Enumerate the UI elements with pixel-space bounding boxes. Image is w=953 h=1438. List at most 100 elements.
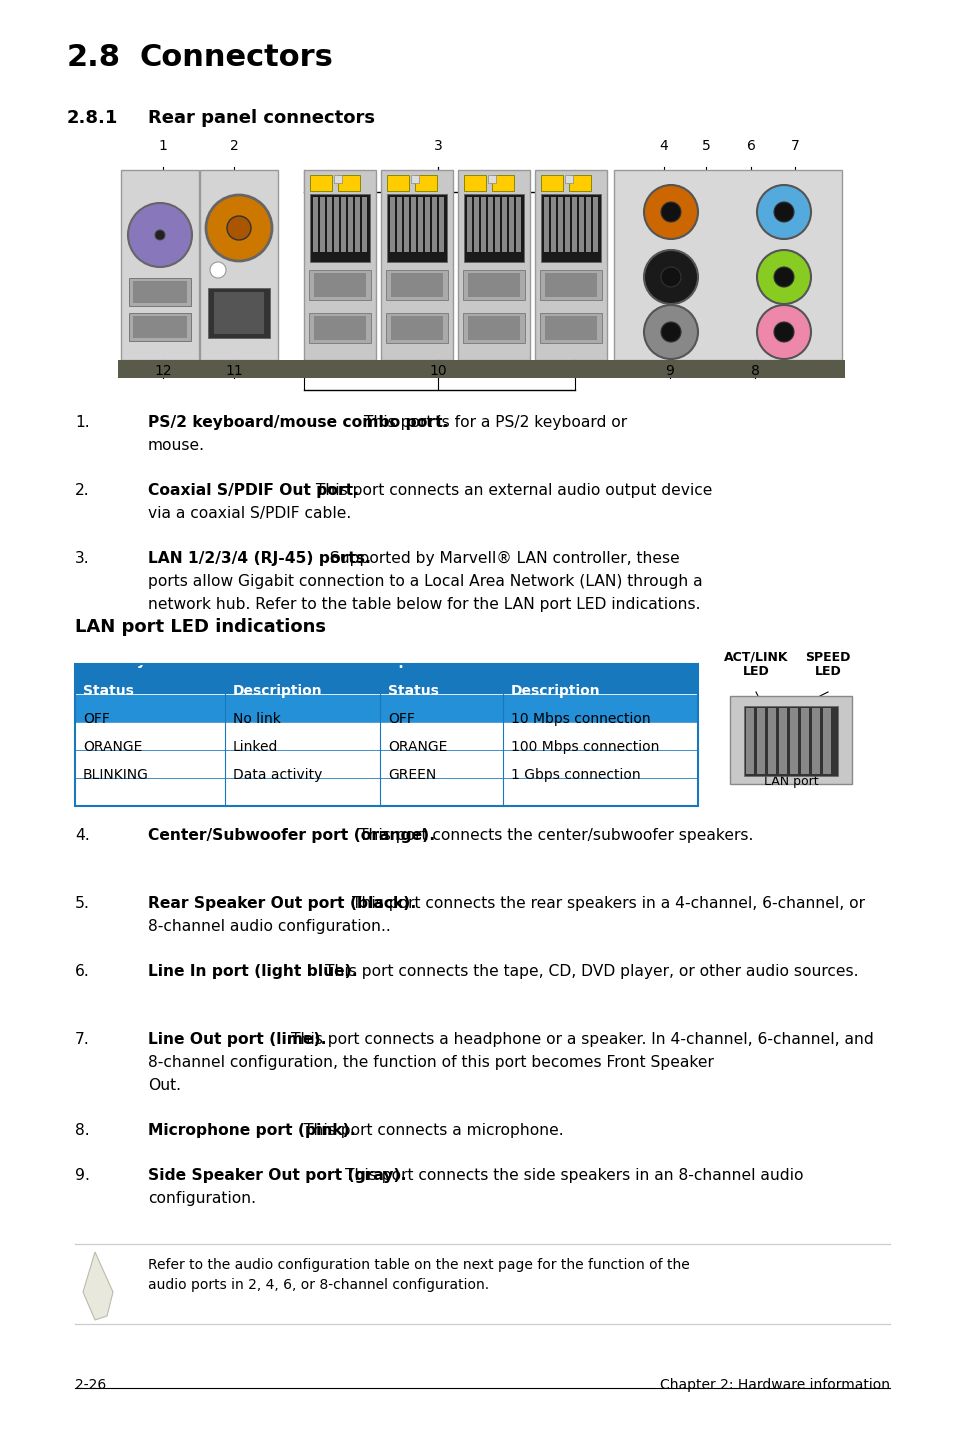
Circle shape — [154, 230, 165, 240]
Bar — [327, 197, 332, 252]
Bar — [822, 707, 830, 774]
Text: This port connects a headphone or a speaker. In 4-channel, 6-channel, and: This port connects a headphone or a spea… — [291, 1032, 873, 1047]
Bar — [495, 197, 499, 252]
Text: Linked: Linked — [233, 741, 278, 754]
Bar — [380, 170, 453, 360]
Bar — [334, 197, 338, 252]
Bar — [463, 194, 523, 262]
Bar — [432, 197, 436, 252]
Circle shape — [757, 305, 810, 360]
Text: Chapter 2: Hardware information: Chapter 2: Hardware information — [659, 1378, 889, 1392]
Circle shape — [660, 201, 680, 221]
Circle shape — [757, 186, 810, 239]
Bar — [457, 170, 530, 360]
Bar — [544, 273, 597, 298]
Circle shape — [206, 196, 272, 262]
Bar — [614, 170, 841, 360]
Text: LAN port: LAN port — [763, 775, 818, 788]
Text: Speed LED: Speed LED — [388, 653, 476, 669]
Circle shape — [128, 203, 192, 267]
Text: 3: 3 — [434, 139, 442, 152]
Bar — [468, 273, 519, 298]
Text: LED: LED — [814, 664, 841, 677]
Text: 2.: 2. — [75, 483, 90, 498]
Text: 3.: 3. — [75, 551, 90, 567]
Text: Refer to the audio configuration table on the next page for the function of the: Refer to the audio configuration table o… — [148, 1258, 689, 1273]
Bar — [558, 197, 562, 252]
Bar — [801, 707, 808, 774]
Bar — [403, 197, 409, 252]
Bar — [474, 197, 478, 252]
Text: Supported by Marvell® LAN controller, these: Supported by Marvell® LAN controller, th… — [324, 551, 679, 567]
Text: 5.: 5. — [75, 896, 90, 912]
Circle shape — [773, 267, 793, 288]
Bar — [544, 316, 597, 339]
Text: Connectors: Connectors — [140, 43, 334, 72]
Text: 2.8: 2.8 — [67, 43, 121, 72]
Text: This port connects a microphone.: This port connects a microphone. — [304, 1123, 563, 1137]
Text: This port connects an external audio output device: This port connects an external audio out… — [311, 483, 712, 498]
Bar — [564, 197, 569, 252]
Bar — [411, 197, 416, 252]
Text: 2: 2 — [230, 139, 238, 152]
Text: LAN port LED indications: LAN port LED indications — [75, 618, 326, 636]
Bar — [132, 316, 187, 338]
Polygon shape — [83, 1252, 112, 1320]
Text: 7: 7 — [790, 139, 799, 152]
Bar — [488, 175, 496, 183]
Text: PS/2 keyboard/mouse combo port.: PS/2 keyboard/mouse combo port. — [148, 416, 448, 430]
Text: 1: 1 — [158, 139, 168, 152]
Text: 2-26: 2-26 — [75, 1378, 106, 1392]
Circle shape — [643, 250, 698, 303]
Bar — [757, 707, 764, 774]
Circle shape — [757, 250, 810, 303]
Bar — [578, 197, 583, 252]
Bar — [509, 197, 514, 252]
Text: via a coaxial S/PDIF cable.: via a coaxial S/PDIF cable. — [148, 506, 351, 521]
Text: GREEN: GREEN — [388, 768, 436, 782]
Bar — [462, 270, 524, 301]
Bar — [390, 197, 395, 252]
Bar — [564, 175, 573, 183]
Text: ACT/LINK: ACT/LINK — [723, 651, 787, 664]
Bar — [539, 313, 601, 344]
Bar — [467, 197, 472, 252]
Bar — [132, 280, 187, 303]
Bar — [502, 722, 698, 751]
Bar — [745, 707, 753, 774]
Circle shape — [643, 305, 698, 360]
Text: Rear Speaker Out port (black).: Rear Speaker Out port (black). — [148, 896, 416, 912]
Bar — [309, 270, 371, 301]
Bar — [75, 664, 698, 807]
Bar — [502, 751, 698, 778]
Text: 10: 10 — [429, 364, 446, 378]
Bar — [121, 170, 199, 360]
Text: Line Out port (lime).: Line Out port (lime). — [148, 1032, 326, 1047]
Bar — [417, 197, 422, 252]
Bar — [480, 197, 485, 252]
Text: This port connects the rear speakers in a 4-channel, 6-channel, or: This port connects the rear speakers in … — [352, 896, 864, 912]
Text: OFF: OFF — [388, 712, 415, 726]
Bar — [310, 175, 332, 191]
Bar — [225, 751, 379, 778]
Text: ports allow Gigabit connection to a Local Area Network (LAN) through a: ports allow Gigabit connection to a Loca… — [148, 574, 702, 590]
Text: ORANGE: ORANGE — [388, 741, 447, 754]
Text: No link: No link — [233, 712, 280, 726]
Bar — [387, 194, 447, 262]
Bar — [543, 197, 548, 252]
Text: 2.8.1: 2.8.1 — [67, 109, 118, 127]
Text: Description: Description — [233, 684, 322, 697]
Text: This port connects the center/subwoofer speakers.: This port connects the center/subwoofer … — [358, 828, 752, 843]
Text: 9: 9 — [665, 364, 674, 378]
Text: 12: 12 — [154, 364, 172, 378]
Text: Activity Link LED: Activity Link LED — [83, 653, 222, 669]
Bar — [585, 197, 590, 252]
Circle shape — [773, 322, 793, 342]
Bar — [129, 313, 191, 341]
Bar — [462, 313, 524, 344]
Text: This port is for a PS/2 keyboard or: This port is for a PS/2 keyboard or — [358, 416, 626, 430]
Text: 10 Mbps connection: 10 Mbps connection — [511, 712, 650, 726]
Bar — [340, 197, 346, 252]
Bar — [319, 197, 325, 252]
Text: Center/Subwoofer port (orange).: Center/Subwoofer port (orange). — [148, 828, 435, 843]
